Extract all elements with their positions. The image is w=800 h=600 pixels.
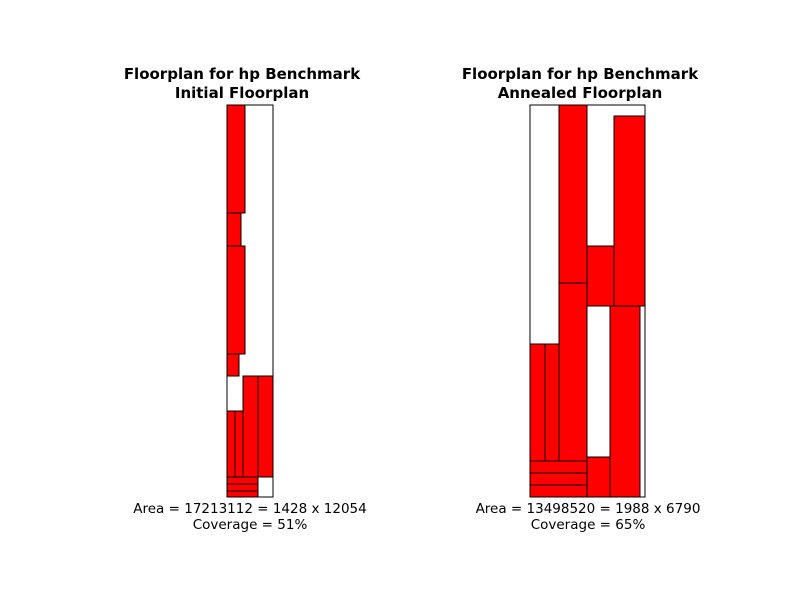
annealed-floorplan-diagram xyxy=(529,104,646,498)
module-block xyxy=(226,245,246,355)
area-caption: Area = 13498520 = 1988 x 6790 xyxy=(475,501,701,517)
module-block xyxy=(586,456,611,498)
module-block xyxy=(609,305,641,498)
module-block xyxy=(257,375,274,478)
module-block xyxy=(586,245,615,307)
module-block xyxy=(529,472,588,486)
module-block xyxy=(242,375,259,478)
area-caption: Area = 17213112 = 1428 x 12054 xyxy=(133,501,367,517)
module-block xyxy=(226,476,259,485)
coverage-caption: Coverage = 65% xyxy=(530,517,646,533)
module-block xyxy=(226,483,259,492)
module-block xyxy=(529,460,588,474)
module-block xyxy=(226,353,240,377)
module-block xyxy=(529,343,546,462)
module-block xyxy=(558,104,588,284)
plot-subtitle: Initial Floorplan xyxy=(174,84,310,102)
coverage-caption: Coverage = 51% xyxy=(192,517,308,533)
annealed-floorplan-panel: Floorplan for hp Benchmark Annealed Floo… xyxy=(400,0,800,600)
plot-title: Floorplan for hp Benchmark xyxy=(461,65,699,83)
floorplan-boundary xyxy=(529,104,646,498)
module-block xyxy=(234,410,244,478)
module-block xyxy=(558,282,588,462)
module-block xyxy=(544,343,560,462)
module-block xyxy=(529,484,588,498)
module-block xyxy=(226,104,246,214)
initial-floorplan-panel: Floorplan for hp Benchmark Initial Floor… xyxy=(124,65,367,533)
plot-title: Floorplan for hp Benchmark xyxy=(123,65,361,83)
module-block xyxy=(226,212,242,247)
plot-subtitle: Annealed Floorplan xyxy=(497,84,663,102)
initial-floorplan-diagram xyxy=(226,104,274,498)
floorplan-boundary xyxy=(226,104,274,498)
module-block xyxy=(613,115,646,307)
module-block xyxy=(226,490,259,498)
module-block xyxy=(226,410,236,478)
